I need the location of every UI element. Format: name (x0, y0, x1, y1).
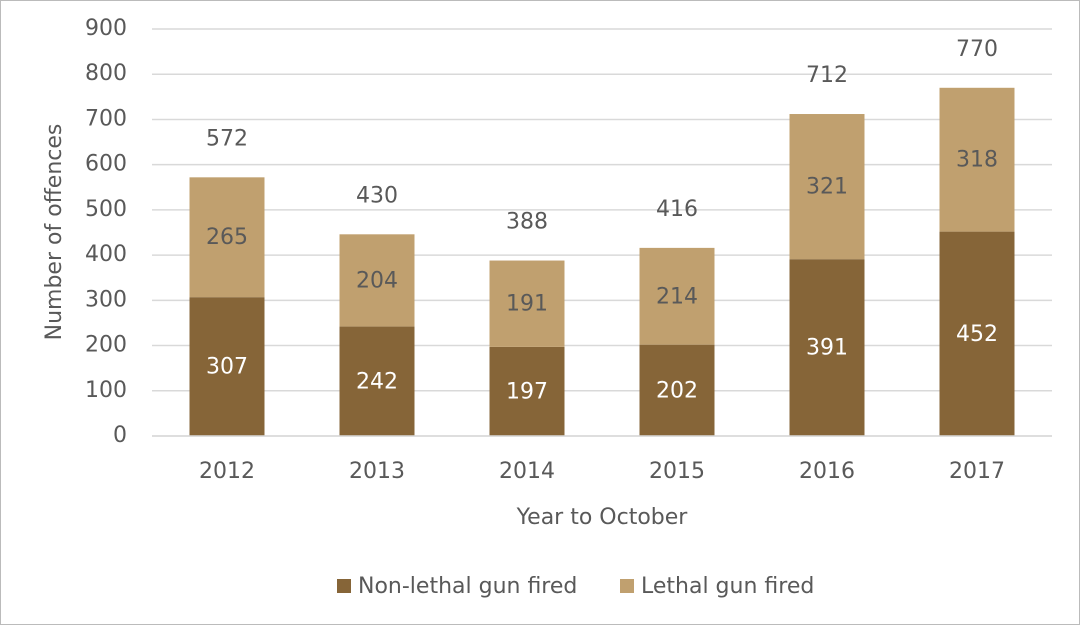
total-label: 388 (506, 210, 548, 235)
legend-swatch (620, 579, 634, 593)
bar-segment (189, 297, 265, 436)
y-tick-label: 600 (85, 152, 127, 177)
y-tick-label: 400 (85, 242, 127, 267)
bar-segment (639, 247, 715, 345)
data-label: 307 (206, 355, 248, 380)
bar-segment (789, 259, 865, 436)
y-tick-label: 800 (85, 61, 127, 86)
total-label: 770 (956, 37, 998, 62)
y-tick-label: 500 (85, 197, 127, 222)
legend-swatch (337, 579, 351, 593)
x-tick-label: 2013 (349, 459, 405, 484)
data-label: 265 (206, 225, 248, 250)
x-tick-label: 2016 (799, 459, 855, 484)
y-tick-label: 700 (85, 106, 127, 131)
total-label: 416 (656, 197, 698, 222)
data-label: 321 (806, 175, 848, 200)
bar-segment (489, 260, 565, 347)
x-tick-label: 2012 (199, 459, 255, 484)
bar-segment (939, 231, 1015, 436)
total-label: 572 (206, 126, 248, 151)
x-tick-label: 2017 (949, 459, 1005, 484)
bar-segment (639, 344, 715, 436)
x-tick-label: 2014 (499, 459, 555, 484)
data-label: 197 (506, 379, 548, 404)
data-label: 204 (356, 268, 398, 293)
data-label: 202 (656, 378, 698, 403)
y-tick-label: 0 (113, 423, 127, 448)
legend-label: Lethal gun fired (641, 574, 814, 599)
y-tick-label: 100 (85, 378, 127, 403)
y-tick-label: 900 (85, 16, 127, 41)
bar-segment (339, 326, 415, 436)
bar-segment (189, 177, 265, 298)
y-tick-label: 300 (85, 287, 127, 312)
data-label: 214 (656, 284, 698, 309)
data-label: 242 (356, 369, 398, 394)
total-label: 712 (806, 63, 848, 88)
bar-segment (489, 346, 565, 436)
legend-label: Non-lethal gun fired (358, 574, 577, 599)
x-tick-label: 2015 (649, 459, 705, 484)
bar-segment (939, 87, 1015, 232)
data-label: 391 (806, 336, 848, 361)
bar-segment (339, 234, 415, 327)
data-label: 452 (956, 322, 998, 347)
y-tick-label: 200 (85, 333, 127, 358)
bar-segment (789, 114, 865, 260)
x-axis-label: Year to October (516, 505, 689, 530)
y-axis-label: Number of offences (42, 124, 67, 341)
total-label: 430 (356, 183, 398, 208)
data-label: 318 (956, 148, 998, 173)
data-label: 191 (506, 292, 548, 317)
